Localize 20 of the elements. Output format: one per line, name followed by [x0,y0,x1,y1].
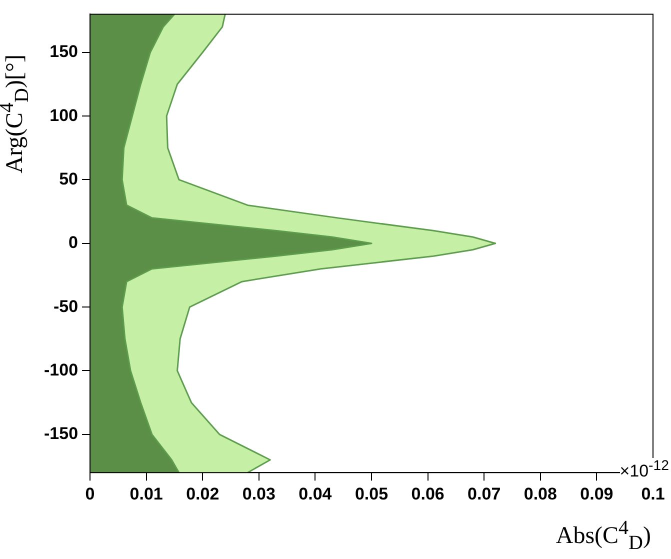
x-tick-label: 0.05 [354,484,388,504]
x-tick-label: 0 [85,484,95,504]
x-tick-label: 0.06 [411,484,444,504]
y-tick-label: -150 [44,424,78,444]
y-tick-label: 0 [68,233,78,252]
y-tick-label: -50 [53,296,78,316]
annotation: ×10$^{-12}$ [620,458,669,482]
x-tick-label: 0.03 [242,484,276,504]
x-tick-label: 0.04 [298,484,332,504]
x-tick-label: 0.02 [186,484,220,504]
y-tick-label: 100 [50,106,78,125]
x-tick-label: 0.01 [130,484,163,504]
y-tick-label: 50 [59,169,78,188]
x-tick-label: 0.08 [524,484,557,504]
y-tick-label: -100 [44,360,78,380]
x-tick-label: 0.09 [580,484,614,504]
x-axis-title: Abs(C$^{4}$$_{D}$) [556,517,651,555]
y-tick-label: 150 [50,42,78,62]
x-tick-label: 0.1 [641,484,665,504]
x-tick-label: 0.07 [468,484,501,504]
